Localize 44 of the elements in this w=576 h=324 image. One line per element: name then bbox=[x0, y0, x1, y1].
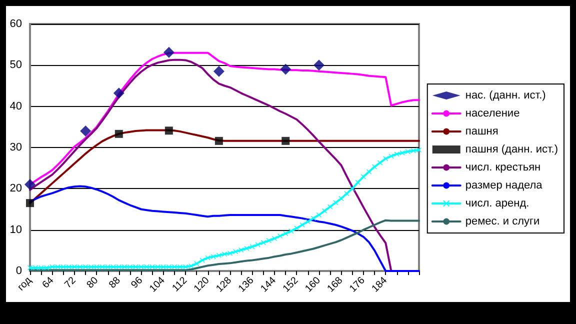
x-tick-label: 176 bbox=[348, 274, 368, 295]
point bbox=[280, 64, 292, 75]
x-tick-label: 120 bbox=[192, 274, 212, 295]
y-tick-label: 40 bbox=[10, 100, 22, 112]
x-tick-label: 72 bbox=[62, 274, 79, 291]
point bbox=[282, 136, 290, 145]
point bbox=[163, 46, 174, 58]
x-tick-label: 152 bbox=[281, 274, 301, 295]
x-tick-label: 112 bbox=[170, 274, 190, 294]
legend-label: население bbox=[465, 108, 520, 120]
x-tick-label: 80 bbox=[84, 274, 101, 291]
point bbox=[164, 126, 173, 135]
point bbox=[114, 130, 123, 138]
x-tick-label: год bbox=[16, 274, 34, 294]
legend-label: пашня bbox=[465, 126, 498, 138]
x-tick-label: 104 bbox=[148, 274, 168, 295]
y-tick-label: 50 bbox=[10, 59, 22, 72]
y-tick-label: 0 bbox=[16, 265, 22, 277]
x-tick-label: 160 bbox=[303, 274, 324, 295]
x-tick-label: 184 bbox=[370, 274, 390, 295]
legend-label: числ. крестьян bbox=[465, 162, 541, 174]
point bbox=[24, 179, 36, 190]
y-tick-label: 10 bbox=[10, 224, 22, 236]
legend-label: числ. аренд. bbox=[465, 198, 530, 210]
x-tick-label: 136 bbox=[236, 274, 256, 295]
y-tick-label: 20 bbox=[10, 182, 22, 195]
point bbox=[213, 66, 224, 77]
x-tick-label: 96 bbox=[129, 274, 146, 291]
x-tick-label: 88 bbox=[107, 274, 124, 291]
legend-label: нас. (данн. ист.) bbox=[465, 90, 546, 102]
point bbox=[113, 88, 124, 99]
x-tick-label: 144 bbox=[258, 274, 279, 295]
x-tick-label: 64 bbox=[40, 274, 56, 291]
y-tick-label: 30 bbox=[10, 142, 22, 154]
legend-label: пашня (данн. ист.) bbox=[465, 144, 558, 156]
legend-label: размер надела bbox=[465, 180, 544, 192]
point bbox=[80, 126, 92, 137]
x-tick-label: 168 bbox=[326, 274, 346, 295]
x-tick-label: 128 bbox=[214, 274, 234, 295]
y-tick-label: 60 bbox=[10, 18, 22, 30]
point bbox=[214, 136, 223, 145]
point bbox=[313, 60, 324, 71]
legend-label: ремес. и слуги bbox=[465, 216, 540, 228]
point bbox=[26, 199, 34, 208]
